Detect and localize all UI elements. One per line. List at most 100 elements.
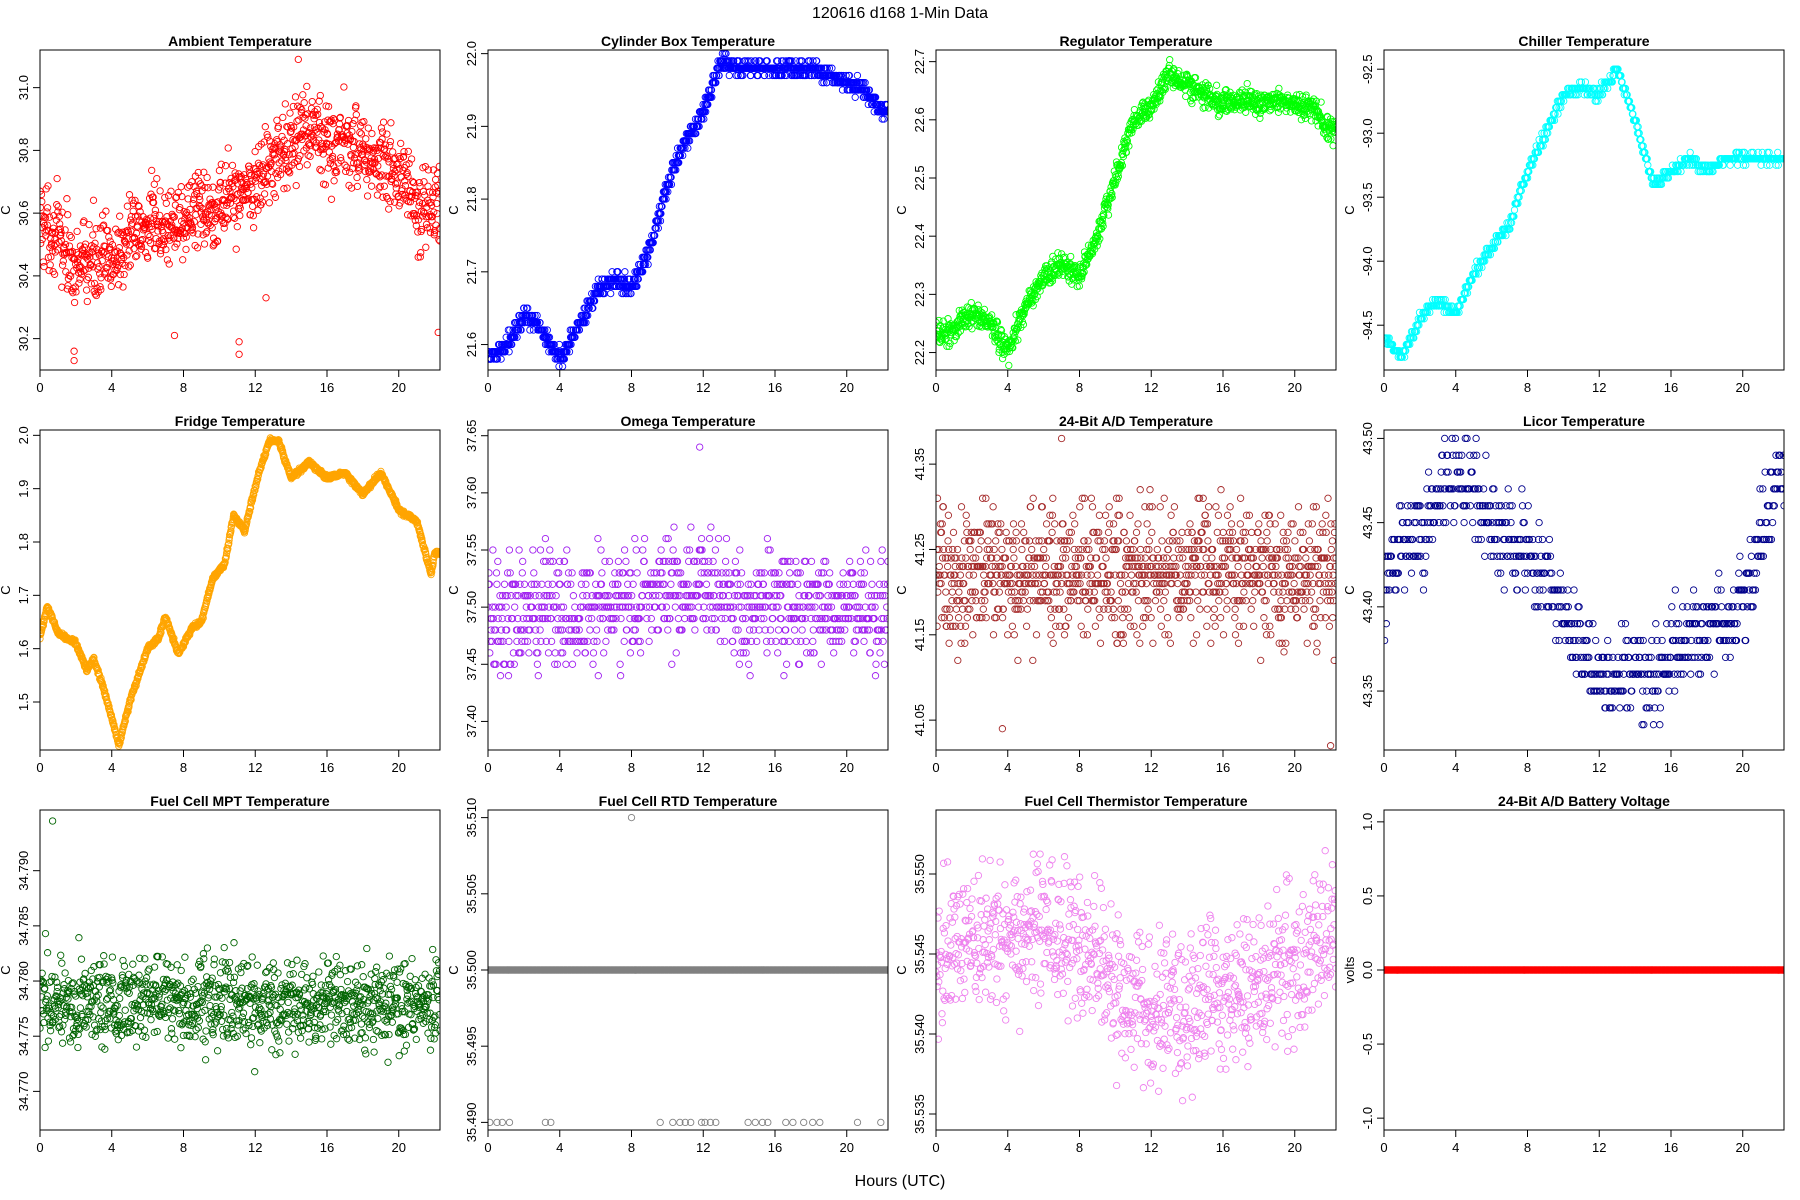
data-point bbox=[1097, 224, 1106, 233]
data-point bbox=[97, 286, 105, 294]
data-point bbox=[390, 172, 398, 180]
outlier-point bbox=[170, 331, 179, 340]
data-point bbox=[1055, 271, 1063, 279]
data-point bbox=[265, 199, 273, 207]
data-point bbox=[337, 156, 345, 165]
data-point bbox=[802, 71, 810, 80]
data-point bbox=[353, 182, 362, 191]
data-point bbox=[242, 184, 251, 193]
data-point bbox=[501, 348, 509, 356]
data-point bbox=[249, 224, 258, 232]
data-point bbox=[679, 151, 687, 160]
data-point bbox=[780, 71, 789, 80]
data-point bbox=[393, 179, 402, 187]
data-point bbox=[278, 132, 286, 141]
data-point bbox=[695, 122, 703, 131]
data-point bbox=[817, 64, 826, 72]
data-point bbox=[40, 239, 45, 248]
data-point bbox=[712, 71, 721, 80]
data-point bbox=[182, 233, 190, 241]
data-point bbox=[990, 329, 998, 337]
data-point bbox=[298, 106, 306, 114]
data-point bbox=[57, 228, 65, 237]
data-point bbox=[73, 227, 81, 236]
data-point bbox=[351, 116, 359, 124]
data-point bbox=[614, 268, 622, 276]
data-point bbox=[104, 253, 113, 261]
data-point bbox=[652, 224, 660, 232]
data-point bbox=[851, 93, 859, 101]
data-point bbox=[1110, 176, 1118, 185]
x-tick-label: 4 bbox=[1452, 380, 1459, 395]
data-point bbox=[232, 245, 240, 253]
data-point bbox=[842, 71, 850, 80]
data-point bbox=[1100, 211, 1108, 220]
data-point bbox=[379, 118, 388, 126]
data-point bbox=[793, 71, 802, 80]
data-point bbox=[289, 102, 297, 111]
data-point bbox=[1183, 72, 1191, 80]
data-point bbox=[240, 171, 248, 179]
data-point bbox=[224, 144, 232, 152]
data-point bbox=[950, 336, 958, 345]
data-point bbox=[249, 212, 257, 220]
data-point bbox=[828, 64, 836, 72]
data-point bbox=[1332, 125, 1336, 133]
data-point bbox=[1780, 155, 1784, 163]
data-point bbox=[377, 139, 385, 147]
data-point bbox=[317, 167, 325, 175]
data-point bbox=[303, 82, 311, 91]
data-point bbox=[208, 224, 216, 232]
panel-title: Chiller Temperature bbox=[1518, 33, 1649, 49]
data-point bbox=[1329, 142, 1336, 150]
data-point bbox=[201, 183, 209, 192]
data-point bbox=[774, 57, 782, 65]
data-point bbox=[257, 463, 265, 472]
data-point bbox=[550, 340, 558, 349]
data-point bbox=[301, 114, 309, 122]
data-point bbox=[805, 71, 814, 80]
data-point bbox=[587, 297, 596, 305]
data-point bbox=[125, 263, 133, 271]
data-point bbox=[621, 268, 629, 276]
data-point bbox=[367, 182, 376, 190]
data-point bbox=[99, 249, 107, 257]
data-point bbox=[428, 217, 436, 225]
data-point bbox=[275, 167, 283, 175]
data-point bbox=[1088, 250, 1097, 258]
data-point bbox=[378, 171, 386, 179]
data-point bbox=[813, 57, 821, 65]
data-point bbox=[1108, 190, 1116, 198]
data-point bbox=[225, 195, 234, 203]
data-point bbox=[1117, 163, 1125, 171]
x-tick-label: 0 bbox=[484, 380, 491, 395]
data-point bbox=[863, 86, 871, 94]
data-point bbox=[236, 204, 244, 212]
data-point bbox=[509, 326, 517, 334]
data-point bbox=[206, 221, 214, 229]
data-point bbox=[648, 231, 656, 240]
data-point bbox=[224, 545, 232, 553]
data-point bbox=[220, 196, 229, 205]
data-point bbox=[43, 204, 52, 212]
data-point bbox=[162, 245, 170, 254]
data-point bbox=[1156, 97, 1164, 105]
data-point bbox=[158, 240, 166, 248]
data-point bbox=[619, 289, 628, 298]
data-point bbox=[51, 248, 59, 256]
data-point bbox=[113, 266, 121, 275]
data-point bbox=[156, 628, 165, 636]
data-point bbox=[964, 319, 972, 328]
outlier-point bbox=[70, 347, 78, 355]
data-point bbox=[349, 120, 357, 128]
data-point bbox=[567, 340, 575, 349]
data-point bbox=[967, 298, 975, 307]
data-point bbox=[283, 184, 291, 192]
data-point bbox=[1078, 272, 1086, 281]
y-axis-label: C bbox=[894, 205, 909, 214]
y-tick-label: 30.2 bbox=[16, 326, 31, 351]
data-point bbox=[673, 144, 682, 152]
data-point bbox=[45, 266, 53, 275]
